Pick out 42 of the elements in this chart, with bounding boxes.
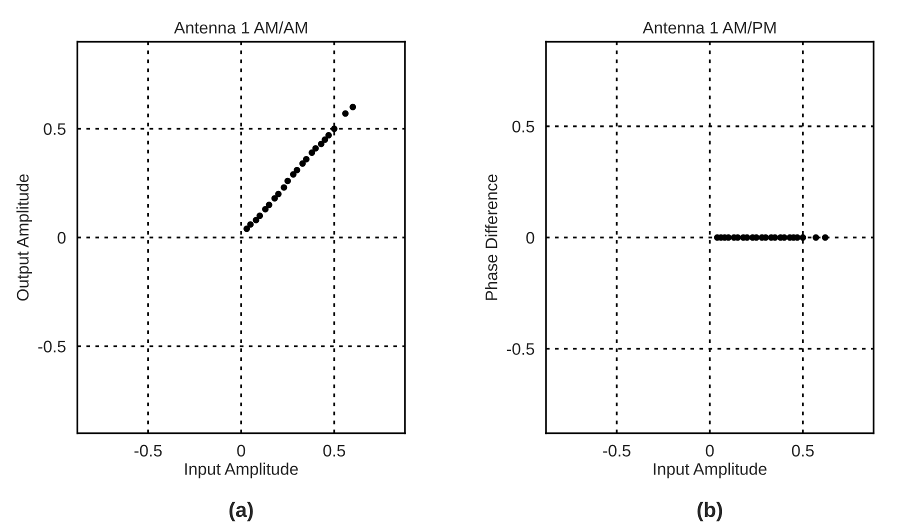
point (262, 206, 269, 212)
x-axis-title: Input Amplitude (185, 462, 298, 478)
y-tick-label: 0.5 (44, 123, 66, 135)
x-tick-label: 0 (237, 444, 246, 457)
point (247, 221, 254, 228)
point (271, 195, 278, 202)
point (312, 145, 319, 152)
chart-title: Antenna 1 AM/AM (174, 21, 307, 34)
x-tick-label: 0.5 (323, 444, 346, 457)
point (330, 126, 338, 132)
text: (b) (698, 502, 722, 522)
point (252, 216, 260, 224)
x-tick-label: -0.5 (603, 444, 630, 457)
point (342, 110, 349, 117)
point (284, 178, 291, 184)
point (318, 140, 324, 148)
text: (a) (229, 502, 253, 522)
y-tick-label: 0 (526, 232, 534, 244)
point (303, 156, 310, 162)
point (280, 184, 288, 191)
point (294, 166, 300, 174)
x-tick-label: 0.5 (792, 444, 814, 457)
y-tick-label: 0 (58, 232, 66, 244)
x-tick-label: 0 (706, 444, 714, 457)
point (275, 190, 282, 198)
y-tick-label: 0.5 (512, 120, 534, 132)
chart-title: Antenna 1 AM/PM (642, 21, 776, 34)
point (243, 226, 250, 232)
point (256, 212, 264, 220)
point (308, 149, 316, 156)
point (325, 132, 332, 139)
point (299, 160, 306, 167)
y-tick-label: -0.5 (38, 340, 66, 352)
y-axis-title: Phase Difference (485, 174, 498, 300)
point (266, 202, 272, 208)
point (322, 136, 328, 143)
point (350, 104, 356, 110)
x-tick-label: -0.5 (134, 444, 162, 457)
y-tick-label: -0.5 (506, 343, 534, 355)
x-axis-title: Input Amplitude (654, 462, 767, 478)
y-axis-title: Output Amplitude (16, 174, 32, 301)
point (290, 171, 297, 178)
